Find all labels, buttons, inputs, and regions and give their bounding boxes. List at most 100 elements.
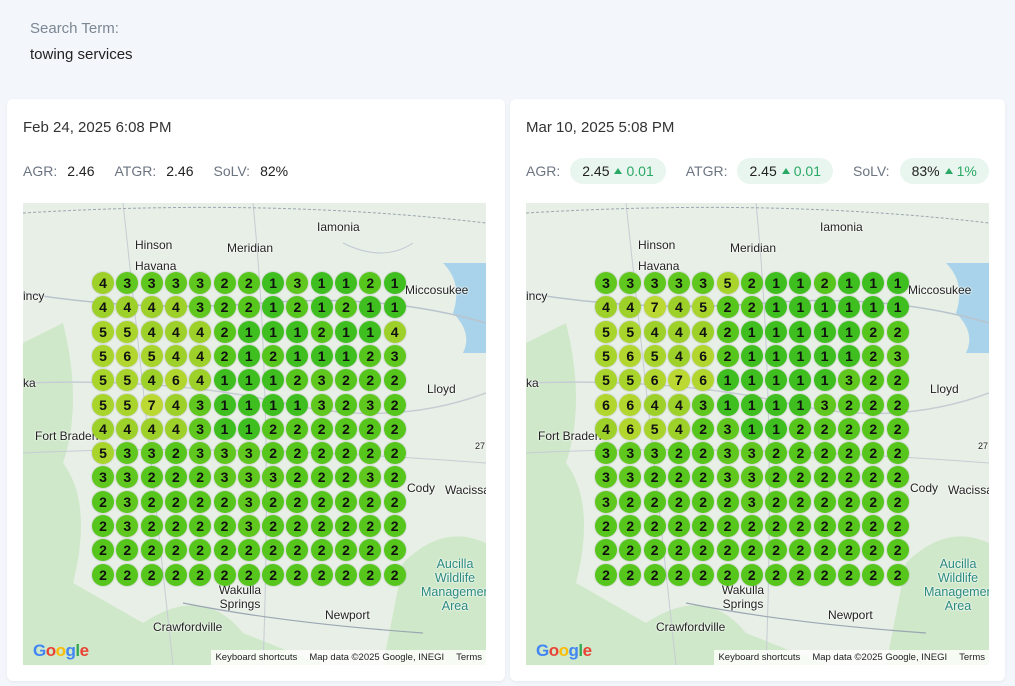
rank-dot[interactable]: 1 [213,369,236,392]
rank-dot[interactable]: 5 [92,344,114,367]
rank-dot[interactable]: 1 [789,369,812,392]
rank-dot[interactable]: 2 [813,272,836,294]
rank-dot[interactable]: 4 [667,344,690,367]
rank-dot[interactable]: 1 [262,272,285,294]
rank-dot[interactable]: 1 [789,272,812,294]
rank-dot[interactable]: 2 [692,515,715,537]
rank-dot[interactable]: 2 [213,515,236,537]
rank-dot[interactable]: 1 [813,369,836,392]
rank-dot[interactable]: 4 [667,393,690,416]
rank-dot[interactable]: 2 [262,442,285,465]
rank-dot[interactable]: 2 [286,466,309,489]
rank-dot[interactable]: 1 [862,272,885,294]
rank-dot[interactable]: 4 [92,272,114,294]
rank-dot[interactable]: 1 [789,296,812,319]
rank-dot[interactable]: 2 [164,515,187,537]
rank-dot[interactable]: 3 [692,393,715,416]
rank-dot[interactable]: 3 [383,344,406,367]
rank-dot[interactable]: 1 [286,393,309,416]
rank-dot[interactable]: 1 [359,320,382,343]
rank-dot[interactable]: 3 [237,515,260,537]
rank-dot[interactable]: 1 [335,344,357,367]
rank-dot[interactable]: 1 [237,417,260,440]
rank-dot[interactable]: 2 [213,490,236,513]
rank-dot[interactable]: 2 [838,393,860,416]
rank-dot[interactable]: 2 [383,563,406,586]
rank-dot[interactable]: 2 [237,563,260,586]
rank-dot[interactable]: 1 [813,296,836,319]
rank-dot[interactable]: 1 [310,272,333,294]
rank-dot[interactable]: 5 [116,320,139,343]
rank-dot[interactable]: 2 [862,417,885,440]
rank-dot[interactable]: 2 [692,539,715,562]
rank-dot[interactable]: 1 [335,320,357,343]
rank-dot[interactable]: 2 [359,344,382,367]
rank-dot[interactable]: 2 [619,563,642,586]
rank-dot[interactable]: 5 [619,320,642,343]
rank-dot[interactable]: 2 [789,539,812,562]
rank-dot[interactable]: 4 [92,296,114,319]
rank-dot[interactable]: 2 [213,563,236,586]
rank-dot[interactable]: 2 [310,515,333,537]
rank-dot[interactable]: 3 [838,369,860,392]
rank-dot[interactable]: 5 [116,369,139,392]
rank-dot[interactable]: 2 [92,515,114,537]
rank-dot[interactable]: 2 [286,296,309,319]
rank-dot[interactable]: 2 [164,466,187,489]
rank-dot[interactable]: 5 [692,296,715,319]
rank-dot[interactable]: 2 [213,320,236,343]
rank-dot[interactable]: 6 [692,369,715,392]
rank-dot[interactable]: 2 [310,320,333,343]
rank-dot[interactable]: 2 [862,393,885,416]
rank-dot[interactable]: 2 [667,539,690,562]
rank-dot[interactable]: 1 [765,369,788,392]
rank-dot[interactable]: 2 [716,490,739,513]
rank-dot[interactable]: 2 [619,490,642,513]
terms-link[interactable]: Terms [456,652,482,663]
rank-dot[interactable]: 2 [813,490,836,513]
rank-dot[interactable]: 2 [740,272,763,294]
rank-dot[interactable]: 2 [189,490,212,513]
rank-dot[interactable]: 2 [862,466,885,489]
rank-dot[interactable]: 3 [716,442,739,465]
rank-dot[interactable]: 2 [667,515,690,537]
rank-dot[interactable]: 2 [335,442,357,465]
rank-dot[interactable]: 2 [359,272,382,294]
rank-dot[interactable]: 2 [164,539,187,562]
rank-dot[interactable]: 2 [886,369,909,392]
rank-dot[interactable]: 3 [667,272,690,294]
rank-dot[interactable]: 2 [716,344,739,367]
rank-dot[interactable]: 6 [116,344,139,367]
rank-dot[interactable]: 3 [237,466,260,489]
rank-dot[interactable]: 4 [189,344,212,367]
rank-dot[interactable]: 2 [716,539,739,562]
rank-dot[interactable]: 3 [92,466,114,489]
rank-dot[interactable]: 2 [213,296,236,319]
rank-dot[interactable]: 2 [643,563,666,586]
rank-dot[interactable]: 6 [619,417,642,440]
rank-grid-map[interactable]: Iamonia Hinson Meridian Havana incy Micc… [526,203,989,665]
rank-dot[interactable]: 1 [262,296,285,319]
rank-dot[interactable]: 2 [310,417,333,440]
rank-dot[interactable]: 2 [383,442,406,465]
rank-dot[interactable]: 2 [383,393,406,416]
rank-dot[interactable]: 2 [667,490,690,513]
rank-dot[interactable]: 5 [116,393,139,416]
rank-dot[interactable]: 2 [813,466,836,489]
rank-dot[interactable]: 1 [765,344,788,367]
rank-dot[interactable]: 2 [189,515,212,537]
rank-dot[interactable]: 2 [286,515,309,537]
rank-dot[interactable]: 2 [692,563,715,586]
rank-dot[interactable]: 1 [838,272,860,294]
rank-dot[interactable]: 5 [595,344,617,367]
rank-dot[interactable]: 2 [838,466,860,489]
rank-dot[interactable]: 3 [140,272,163,294]
rank-dot[interactable]: 2 [286,563,309,586]
rank-dot[interactable]: 2 [765,563,788,586]
rank-dot[interactable]: 1 [383,296,406,319]
rank-dot[interactable]: 5 [716,272,739,294]
rank-dot[interactable]: 2 [886,393,909,416]
rank-dot[interactable]: 1 [262,369,285,392]
rank-dot[interactable]: 2 [813,515,836,537]
rank-dot[interactable]: 1 [886,296,909,319]
